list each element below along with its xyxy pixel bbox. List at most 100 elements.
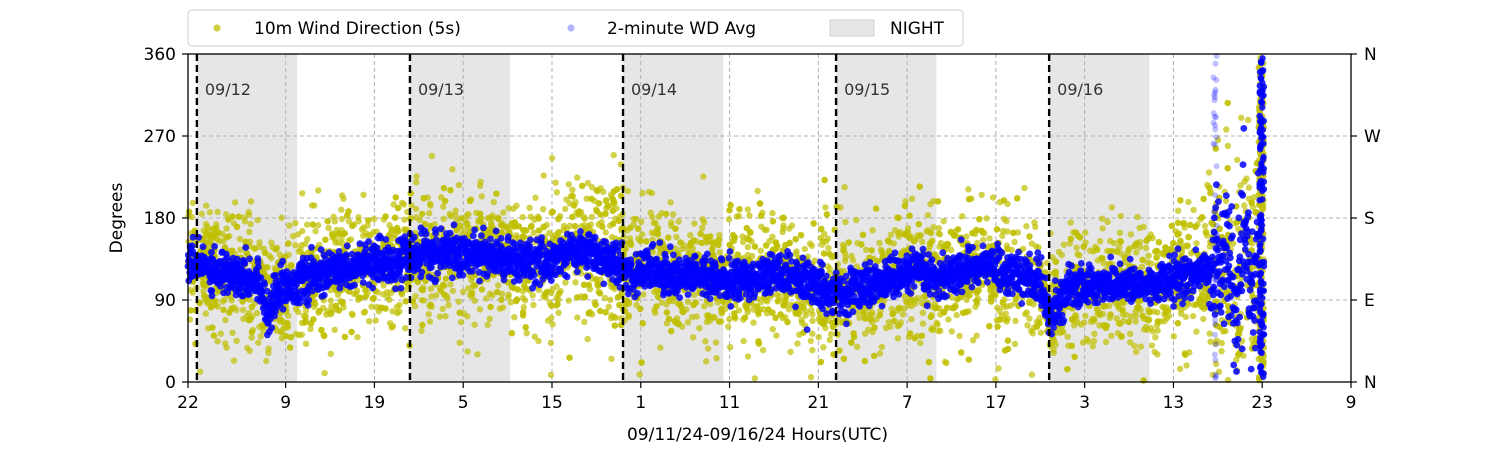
- wd5s-point: [1202, 229, 1210, 236]
- grid-layer: [187, 53, 1352, 383]
- wd5s-point: [725, 216, 733, 223]
- wd5s-point: [1152, 334, 1159, 341]
- wd5s-point: [807, 337, 814, 345]
- wd5s-point: [965, 356, 972, 363]
- wd5s-point: [1089, 343, 1097, 350]
- wd5s-point: [845, 239, 852, 246]
- wd5s-point: [1076, 252, 1083, 259]
- wd5s-point: [566, 222, 574, 229]
- wd5s-point: [602, 309, 609, 316]
- wd5s-point: [553, 294, 560, 302]
- wd5s-point: [586, 309, 594, 316]
- wd5s-point: [973, 297, 980, 305]
- wd5s-point: [560, 226, 567, 234]
- wd5s-point: [309, 221, 317, 228]
- wd5s-point: [519, 233, 527, 240]
- wd5s-point: [1085, 338, 1092, 345]
- wd5s-point: [597, 307, 604, 315]
- wd5s-point: [1127, 330, 1134, 337]
- wd5s-point: [548, 302, 555, 309]
- wd5s-point: [263, 357, 270, 365]
- wd5s-point: [1099, 225, 1106, 232]
- wd5s-point: [853, 216, 860, 224]
- wd5s-point: [715, 318, 723, 325]
- wd5s-point: [980, 236, 987, 244]
- wd5s-point: [214, 208, 221, 216]
- wd5s-point: [983, 215, 990, 222]
- wd5s-point: [574, 314, 581, 321]
- wd5s-point: [301, 319, 309, 326]
- wd5s-point: [285, 312, 292, 319]
- wd5s-point: [204, 224, 211, 231]
- wd5s-point: [1168, 222, 1176, 230]
- wd5s-point: [612, 314, 619, 321]
- wd5s-point: [630, 215, 638, 223]
- wd5s-point: [321, 369, 328, 377]
- wd5s-point: [197, 368, 204, 375]
- wd5s-point: [856, 314, 863, 322]
- wd5s-point: [744, 353, 752, 360]
- wd5s-point: [388, 226, 395, 233]
- wd5s-point: [1026, 233, 1033, 240]
- wd5s-point: [523, 227, 530, 234]
- wd5s-point: [696, 325, 703, 332]
- wd5s-point: [645, 188, 653, 196]
- wd5s-point: [917, 339, 924, 347]
- wd5s-point: [882, 324, 890, 332]
- wd5s-point: [624, 187, 631, 195]
- wd5s-point: [876, 312, 883, 319]
- wd5s-point: [1116, 229, 1124, 236]
- wd5s-point: [1215, 368, 1223, 375]
- wd5s-point: [1234, 156, 1241, 164]
- wd5s-point: [341, 333, 349, 341]
- wd5s-point: [392, 194, 399, 201]
- wd5s-point: [953, 311, 960, 319]
- wd5s-point: [315, 187, 322, 194]
- wd5s-point: [464, 348, 471, 355]
- wd5s-point: [705, 314, 712, 321]
- wd5s-point: [842, 218, 849, 226]
- wd5s-point: [315, 222, 322, 229]
- wd5s-point: [528, 223, 535, 230]
- wd5s-point: [1200, 315, 1207, 323]
- wd5s-point: [943, 359, 950, 367]
- wd5s-point: [292, 219, 299, 227]
- wd5s-point: [965, 186, 972, 193]
- wd5s-point: [468, 289, 476, 297]
- wd5s-point: [1012, 317, 1019, 325]
- wd5s-point: [763, 226, 770, 233]
- wd5s-point: [751, 243, 759, 250]
- wd5s-point: [861, 357, 868, 365]
- wd5s-point: [908, 316, 915, 323]
- wd5s-point: [895, 214, 902, 222]
- wd5s-point: [505, 291, 512, 298]
- wd5s-point: [208, 231, 216, 239]
- wd5s-point: [360, 224, 367, 231]
- wd5s-point: [420, 195, 427, 202]
- wd5s-point: [701, 303, 708, 310]
- wd5s-point: [757, 212, 765, 219]
- wd5s-point: [1154, 309, 1161, 316]
- wd5s-point: [1004, 245, 1011, 253]
- wd5s-point: [978, 191, 985, 199]
- wd5s-point: [562, 279, 569, 286]
- wd5s-point: [743, 224, 750, 232]
- wd5s-point: [616, 301, 623, 309]
- wd5s-point: [1027, 299, 1034, 306]
- wd5s-point: [809, 317, 816, 325]
- wd5s-point: [901, 293, 908, 300]
- wd5s-point: [840, 355, 848, 362]
- wd5s-point: [815, 334, 822, 341]
- wd5s-point: [954, 296, 961, 303]
- wd5s-point: [840, 247, 847, 254]
- wd5s-point: [1071, 322, 1078, 329]
- wd5s-point: [425, 311, 432, 318]
- wd5s-point: [637, 237, 644, 245]
- wd5s-point: [265, 349, 272, 356]
- wd5s-point: [1091, 330, 1098, 337]
- wd5s-point: [202, 310, 209, 317]
- wd5s-point: [440, 281, 447, 289]
- wd5s-point: [1185, 234, 1193, 241]
- wd5s-point: [954, 226, 962, 233]
- wd5s-point: [312, 227, 319, 235]
